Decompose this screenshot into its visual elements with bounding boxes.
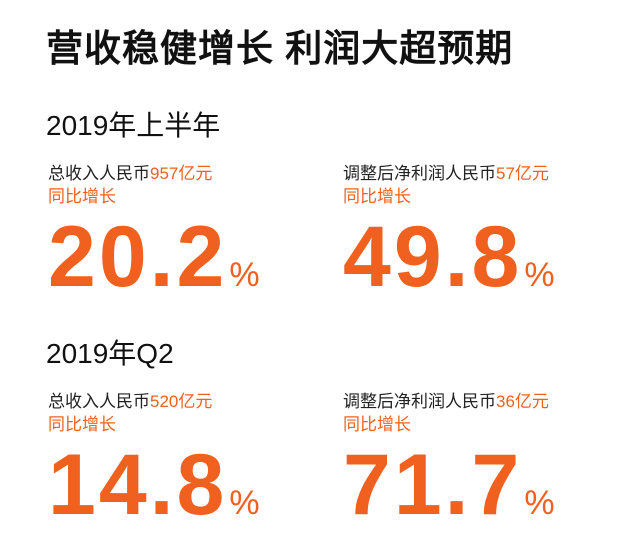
- title: 营收稳健增长 利润大超预期: [46, 28, 514, 69]
- label-text: 调整后净利润人民币: [343, 164, 496, 183]
- growth-value: 71.7: [343, 437, 523, 533]
- label-text: 总收入人民币: [48, 164, 150, 183]
- caption: 同比增长: [343, 187, 411, 206]
- amount: 957亿元: [150, 164, 213, 183]
- growth: 20.2%: [48, 214, 338, 300]
- amount: 57亿元: [496, 164, 549, 183]
- caption: 同比增长: [343, 415, 411, 434]
- label-text: 总收入人民币: [48, 392, 150, 411]
- metric-label: 调整后净利润人民币36亿元: [343, 390, 633, 413]
- growth: 14.8%: [48, 442, 338, 528]
- growth-value: 49.8: [343, 209, 523, 305]
- section-heading: 2019年Q2: [46, 338, 174, 369]
- growth-unit: %: [524, 256, 555, 294]
- amount: 36亿元: [496, 392, 549, 411]
- metric-label: 总收入人民币957亿元: [48, 162, 338, 185]
- growth-value: 20.2: [48, 209, 228, 305]
- growth-unit: %: [524, 484, 555, 522]
- metric-block: 调整后净利润人民币36亿元同比增长 71.7%: [343, 390, 633, 528]
- metric-block: 调整后净利润人民币57亿元同比增长 49.8%: [343, 162, 633, 300]
- metric-block: 总收入人民币520亿元同比增长 14.8%: [48, 390, 338, 528]
- section-heading: 2019年上半年: [46, 110, 221, 141]
- growth-unit: %: [229, 256, 260, 294]
- growth: 71.7%: [343, 442, 633, 528]
- metric-block: 总收入人民币957亿元同比增长 20.2%: [48, 162, 338, 300]
- label-text: 调整后净利润人民币: [343, 392, 496, 411]
- growth: 49.8%: [343, 214, 633, 300]
- amount: 520亿元: [150, 392, 213, 411]
- growth-unit: %: [229, 484, 260, 522]
- growth-value: 14.8: [48, 437, 228, 533]
- caption: 同比增长: [48, 187, 116, 206]
- metric-label: 总收入人民币520亿元: [48, 390, 338, 413]
- metric-label: 调整后净利润人民币57亿元: [343, 162, 633, 185]
- caption: 同比增长: [48, 415, 116, 434]
